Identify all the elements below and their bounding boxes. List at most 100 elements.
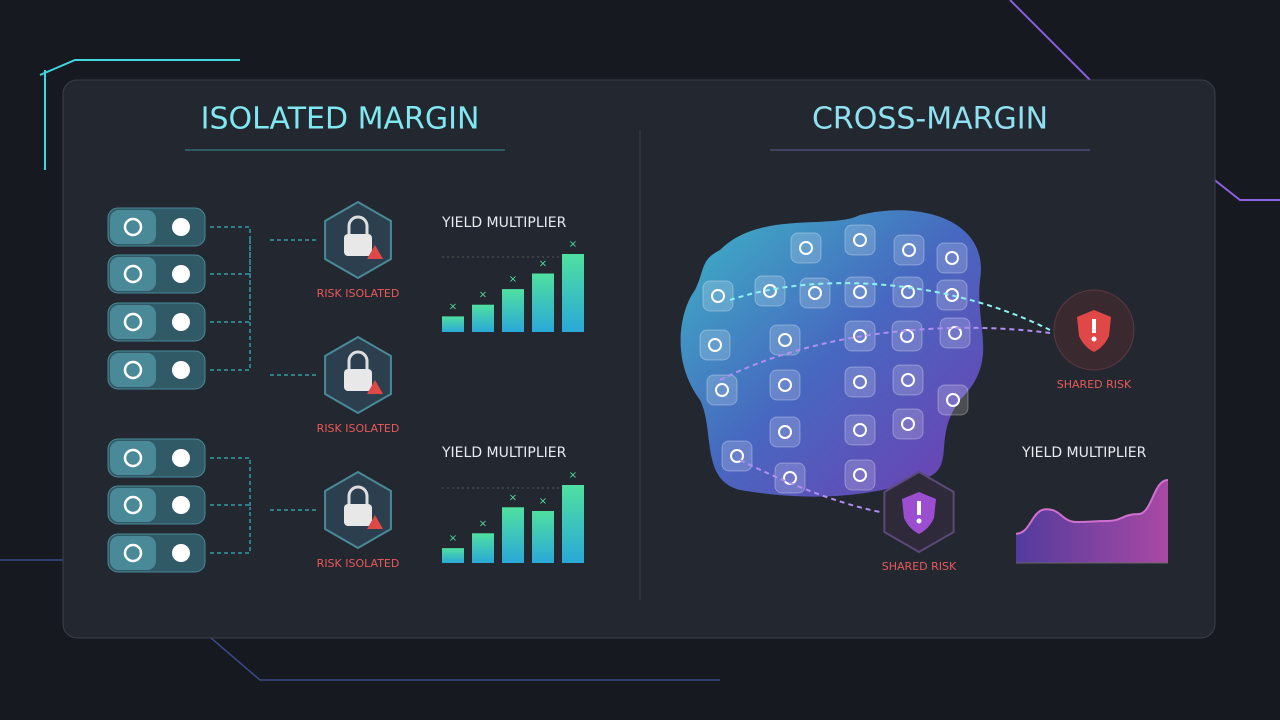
bar (502, 507, 524, 563)
asset-icon (123, 543, 143, 563)
asset-icon (172, 361, 190, 379)
warning-icon (367, 380, 383, 394)
token-glyph (711, 289, 725, 303)
token (706, 374, 738, 406)
asset-icon (172, 544, 190, 562)
token-glyph (945, 251, 959, 265)
asset-icon (172, 313, 190, 331)
token-glyph (778, 425, 792, 439)
token-glyph (853, 285, 867, 299)
token (774, 462, 806, 494)
shared-pool (680, 210, 984, 497)
bar-marker: × (539, 259, 547, 270)
asset-pill-half (110, 488, 156, 522)
shield-mark (917, 501, 921, 515)
lock-body (344, 234, 372, 256)
asset-icon (172, 449, 190, 467)
lock-shackle (347, 350, 369, 369)
bar-marker: × (509, 492, 517, 503)
risk-label: RISK ISOLATED (317, 422, 400, 435)
bar-marker: × (569, 470, 577, 481)
token (939, 317, 971, 349)
asset-pill-half (110, 210, 156, 244)
token-glyph (853, 423, 867, 437)
token (844, 459, 876, 491)
asset-icon (172, 496, 190, 514)
chart-title: YIELD MULTIPLIER (441, 445, 567, 461)
bar (472, 304, 494, 332)
token-glyph (901, 373, 915, 387)
flow-line (739, 459, 881, 513)
cross-diagram: SHARED RISK SHARED RISK YIELD MULTIPLIER (699, 224, 1169, 573)
asset-pill-half (110, 536, 156, 570)
shield-mark (916, 518, 922, 524)
token-glyph (730, 449, 744, 463)
asset-icon (123, 448, 143, 468)
frame-accent (39, 59, 240, 170)
token (844, 276, 876, 308)
token (769, 324, 801, 356)
warning-icon (367, 515, 383, 529)
token (892, 276, 924, 308)
token (936, 242, 968, 274)
token-glyph (853, 375, 867, 389)
risk-label: SHARED RISK (882, 560, 957, 573)
token-glyph (901, 285, 915, 299)
bar-marker: × (539, 496, 547, 507)
shield-mark (1091, 336, 1097, 342)
token (936, 279, 968, 311)
bar-marker: × (449, 533, 457, 544)
asset-pill-half (110, 257, 156, 291)
asset-icon (123, 312, 143, 332)
token-glyph (900, 329, 914, 343)
asset-icon (123, 264, 143, 284)
token-glyph (808, 286, 822, 300)
token (702, 280, 734, 312)
token (799, 277, 831, 309)
asset-icon (123, 217, 143, 237)
token-glyph (853, 233, 867, 247)
bar-marker: × (479, 290, 487, 301)
lock-body (344, 504, 372, 526)
asset-icon (172, 218, 190, 236)
bar (502, 289, 524, 332)
token (844, 224, 876, 256)
chart-title: YIELD MULTIPLIER (441, 215, 567, 231)
risk-label: RISK ISOLATED (317, 557, 400, 570)
bar-marker: × (479, 518, 487, 529)
token (844, 366, 876, 398)
token (769, 416, 801, 448)
connector (210, 504, 251, 510)
area-line (1015, 479, 1169, 535)
bar (532, 273, 554, 332)
asset-pill-half (110, 353, 156, 387)
token-glyph (853, 468, 867, 482)
token (892, 364, 924, 396)
token-glyph (946, 393, 960, 407)
token (790, 232, 822, 264)
bar (472, 533, 494, 563)
lock-shackle (347, 485, 369, 504)
token (721, 440, 753, 472)
token-glyph (902, 243, 916, 257)
token-glyph (715, 383, 729, 397)
token (891, 320, 923, 352)
risk-label: SHARED RISK (1057, 378, 1132, 391)
bar-marker: × (449, 301, 457, 312)
flow-line (719, 326, 1051, 381)
bar (442, 316, 464, 332)
warning-icon (367, 245, 383, 259)
bar (442, 548, 464, 563)
bar (562, 485, 584, 563)
token (699, 329, 731, 361)
asset-icon (123, 360, 143, 380)
token-glyph (708, 338, 722, 352)
token (769, 369, 801, 401)
section-title: ISOLATED MARGIN (201, 102, 480, 137)
token (754, 275, 786, 307)
token (844, 414, 876, 446)
asset-icon (123, 495, 143, 515)
lock-body (344, 369, 372, 391)
asset-pill-half (110, 441, 156, 475)
